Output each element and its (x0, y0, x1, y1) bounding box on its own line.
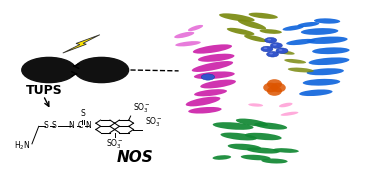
Ellipse shape (284, 59, 306, 64)
Text: TUPS: TUPS (26, 85, 63, 97)
Circle shape (74, 57, 129, 83)
Text: S: S (81, 109, 85, 118)
Circle shape (267, 39, 271, 40)
Ellipse shape (312, 47, 350, 54)
Ellipse shape (309, 57, 349, 65)
Ellipse shape (314, 18, 340, 24)
Text: NOS: NOS (117, 150, 153, 165)
Ellipse shape (267, 86, 282, 96)
Ellipse shape (247, 147, 280, 154)
Ellipse shape (301, 28, 338, 35)
Ellipse shape (241, 155, 271, 160)
Text: N: N (69, 121, 74, 130)
Ellipse shape (188, 107, 221, 114)
Circle shape (276, 48, 288, 54)
Circle shape (279, 49, 282, 51)
Ellipse shape (288, 68, 314, 72)
Circle shape (265, 37, 277, 43)
Ellipse shape (280, 112, 299, 116)
Circle shape (267, 51, 279, 57)
Text: SO$_3^-$: SO$_3^-$ (145, 115, 163, 129)
Circle shape (22, 57, 76, 83)
Ellipse shape (286, 39, 315, 45)
Text: SO$_3^-$: SO$_3^-$ (106, 138, 124, 151)
Text: C: C (77, 121, 83, 130)
Circle shape (264, 47, 267, 49)
Ellipse shape (273, 148, 299, 153)
Ellipse shape (212, 155, 231, 160)
Ellipse shape (198, 54, 235, 62)
Ellipse shape (213, 122, 253, 130)
Circle shape (261, 46, 273, 52)
Ellipse shape (194, 71, 235, 79)
Ellipse shape (259, 29, 282, 34)
Ellipse shape (192, 61, 233, 72)
Ellipse shape (299, 89, 332, 96)
Polygon shape (63, 35, 100, 53)
Ellipse shape (249, 13, 278, 19)
Text: N: N (85, 121, 91, 130)
Ellipse shape (200, 80, 236, 88)
Ellipse shape (236, 118, 268, 127)
Text: H$_2$N: H$_2$N (14, 139, 30, 152)
Ellipse shape (186, 97, 220, 106)
Circle shape (270, 43, 282, 48)
Ellipse shape (297, 22, 319, 27)
Ellipse shape (193, 44, 232, 54)
Text: S: S (43, 121, 48, 130)
Ellipse shape (244, 35, 267, 42)
Ellipse shape (174, 32, 194, 38)
Ellipse shape (228, 144, 261, 150)
Ellipse shape (238, 19, 266, 30)
Ellipse shape (261, 159, 288, 163)
Ellipse shape (306, 37, 348, 44)
Ellipse shape (282, 25, 304, 31)
Ellipse shape (194, 89, 227, 96)
Circle shape (201, 74, 215, 80)
Ellipse shape (248, 103, 263, 107)
Ellipse shape (267, 79, 282, 89)
Ellipse shape (219, 13, 255, 22)
Ellipse shape (254, 122, 287, 130)
Ellipse shape (263, 83, 278, 92)
Ellipse shape (220, 133, 257, 140)
Ellipse shape (277, 50, 295, 55)
Ellipse shape (271, 83, 286, 92)
Ellipse shape (279, 103, 293, 107)
Text: S: S (51, 121, 56, 130)
Ellipse shape (175, 41, 201, 46)
Circle shape (273, 44, 277, 46)
Circle shape (269, 53, 273, 54)
Text: SO$_3^-$: SO$_3^-$ (133, 101, 150, 115)
Ellipse shape (188, 25, 203, 31)
Ellipse shape (227, 28, 255, 35)
Ellipse shape (303, 79, 340, 86)
Ellipse shape (306, 68, 344, 75)
Ellipse shape (245, 133, 282, 140)
